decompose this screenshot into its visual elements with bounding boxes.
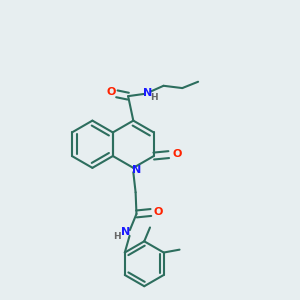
Text: H: H	[150, 93, 158, 102]
Text: N: N	[132, 165, 141, 175]
Text: N: N	[122, 227, 131, 237]
Text: O: O	[173, 149, 182, 159]
Text: H: H	[113, 232, 121, 241]
Text: N: N	[142, 88, 152, 98]
Text: O: O	[154, 207, 163, 217]
Text: O: O	[106, 87, 116, 98]
